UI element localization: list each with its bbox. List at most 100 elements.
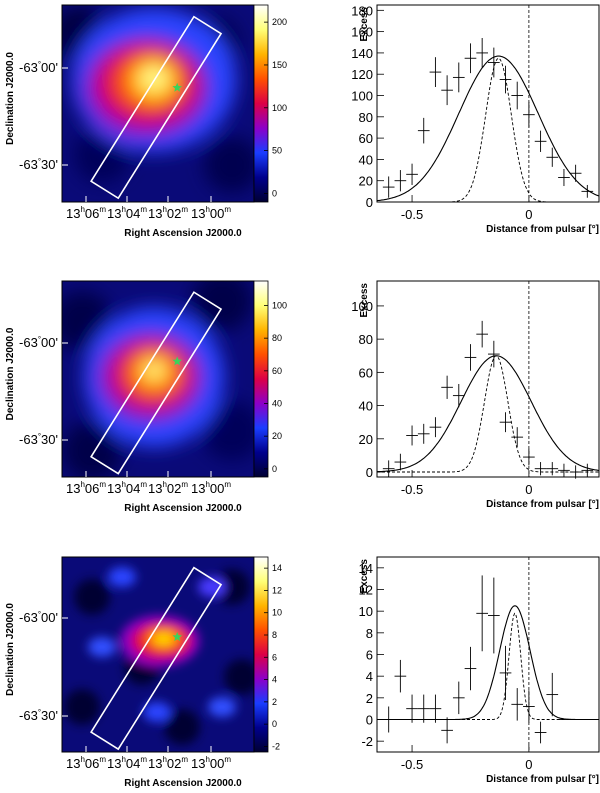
ra-minute-unit: m [181,205,188,214]
deg-symbol: ° [38,157,41,166]
y-tick-label: 0 [366,465,373,480]
x-tick-label: -0.5 [401,207,423,222]
emission-peak [146,362,163,377]
colorbar-tick-label: 80 [272,333,282,343]
dec-tick-label: -63°30' [19,708,58,723]
dark-region [224,659,254,695]
ra-minutes: 04 [126,206,140,221]
y-tick-label: 40 [359,152,373,167]
colorbar-tick-label: 0 [272,188,277,198]
y-tick-label: 180 [351,3,373,18]
dec-axis-label: Declination J2000.0 [5,52,16,145]
ra-minute-unit: m [99,205,106,214]
ra-hour-unit: h [121,205,125,214]
extraction-box [90,566,223,751]
y-axis-label: Excess [359,7,370,42]
colorbar-tick-label: 10 [272,608,282,618]
y-tick-label: 8 [366,626,373,641]
colorbar-frame [253,4,269,203]
dec-tick-label: -63°30' [19,432,58,447]
y-tick-label: 12 [359,583,373,598]
ra-tick-label: 13h02m [148,755,188,771]
ra-minute-unit: m [224,755,231,764]
x-tick-label: 0 [525,482,532,497]
y-tick-label: 4 [366,669,373,684]
y-tick-label: -2 [361,734,373,749]
x-tick-label: -0.5 [401,757,423,772]
ra-minutes: 06 [85,756,99,771]
ra-axis-label: Right Ascension J2000.0 [124,228,242,239]
ra-hour-unit: h [205,755,209,764]
dec-axis-label: Declination J2000.0 [5,603,16,696]
colorbar-tick-label: 14 [272,563,282,573]
colorbar-tick-label: 100 [272,301,287,311]
ra-minute-unit: m [140,480,147,489]
ra-hour-unit: h [205,205,209,214]
ra-tick-label: 13h04m [107,205,147,221]
colorbar-tick-label: 20 [272,431,282,441]
ra-minutes: 02 [167,481,181,496]
y-tick-label: 100 [351,89,373,104]
ra-tick-label: 13h02m [148,205,188,221]
ra-minute-unit: m [140,205,147,214]
ra-tick-label: 13h06m [66,205,106,221]
colorbar-tick-label: 6 [272,652,277,662]
colorbar-tick-label: 40 [272,399,282,409]
y-tick-label: 6 [366,648,373,663]
y-tick-label: 14 [359,561,373,576]
deg-symbol: ° [38,60,41,69]
x-tick-label: 0 [525,207,532,222]
x-tick-label: 0 [525,757,532,772]
ra-hour-unit: h [80,480,84,489]
y-tick-label: 60 [359,365,373,380]
noise-clump [88,637,116,657]
profile-panel-2: 0 20 40 60 80 100 -0.5 0 Excess Distance from pul… [351,280,600,510]
dark-region [62,421,122,477]
ra-axis-label: Right Ascension J2000.0 [124,503,242,514]
plot-frame [376,4,600,203]
psf-curve-line [377,57,599,203]
sky-map-image [62,5,254,202]
colorbar [254,5,268,202]
ra-tick-label: 13h06m [66,480,106,496]
y-tick-label: 160 [351,25,373,40]
ra-tick-label: 13h04m [107,755,147,771]
ra-minutes: 00 [210,756,224,771]
x-tick-label: -0.5 [401,482,423,497]
deg-symbol: ° [38,432,41,441]
pulsar-star-icon [172,632,182,641]
y-axis-label: Excess [359,283,370,318]
ra-minutes: 00 [210,481,224,496]
dark-region [202,401,254,461]
ra-minutes: 00 [210,206,224,221]
ra-minute-unit: m [99,755,106,764]
dec-tick-label: -63°00' [19,60,58,75]
dec-arcmin: 30' [41,708,58,723]
colorbar-tick-label: 12 [272,585,282,595]
dec-arcmin: 30' [41,157,58,172]
ra-tick-label: 13h04m [107,480,147,496]
ra-minutes: 04 [126,481,140,496]
ra-tick-label: 13h00m [191,480,231,496]
x-axis-label: Distance from pulsar [°] [486,774,599,785]
ra-tick-label: 13h06m [66,755,106,771]
ra-hour-unit: h [121,755,125,764]
x-axis-label: Distance from pulsar [°] [486,224,599,235]
y-tick-label: 140 [351,46,373,61]
sky-map-image [62,281,254,477]
y-tick-label: 20 [359,174,373,189]
ra-minute-unit: m [181,480,188,489]
noise-clump [208,697,236,717]
plot-frame [376,556,600,753]
y-axis-label: Excess [359,559,370,594]
dec-arcmin: 00' [41,335,58,350]
ra-hour-unit: h [162,205,166,214]
ra-hour-unit: h [80,205,84,214]
emission-peak [142,67,167,88]
colorbar-frame [253,280,269,478]
psf-curve-line [377,355,599,473]
ra-axis-label: Right Ascension J2000.0 [124,778,242,789]
dark-region [64,689,100,725]
